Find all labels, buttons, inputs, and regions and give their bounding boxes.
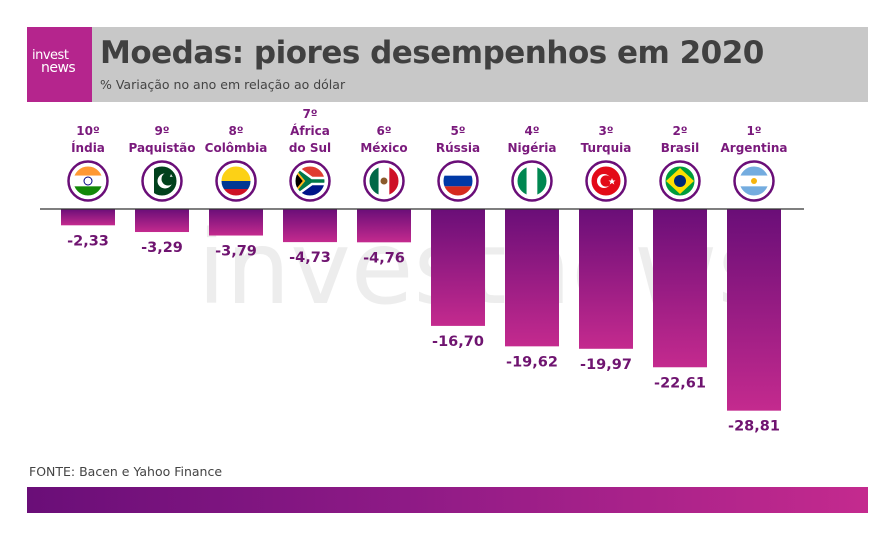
rank-label: 6º xyxy=(376,124,391,138)
value-label: -2,33 xyxy=(67,233,109,249)
mexico-flag-icon xyxy=(363,160,405,202)
colombia-flag-icon xyxy=(215,160,257,202)
russia-flag-icon xyxy=(437,160,479,202)
bar xyxy=(283,209,337,243)
value-label: -4,76 xyxy=(363,250,405,266)
bar xyxy=(431,209,485,326)
category-label: México xyxy=(360,141,407,155)
category-label: Turquia xyxy=(581,141,632,155)
category-label: África xyxy=(290,123,330,138)
value-label: -19,97 xyxy=(580,357,632,373)
rank-label: 2º xyxy=(672,124,687,138)
bar xyxy=(357,209,411,243)
india-flag-icon xyxy=(67,160,109,202)
category-label: Brasil xyxy=(661,141,700,155)
value-label: -4,73 xyxy=(289,250,331,266)
logo-text-line1: invest xyxy=(32,48,69,63)
value-label: -3,79 xyxy=(215,244,257,260)
category-label: Rússia xyxy=(436,141,480,155)
value-label: -22,61 xyxy=(654,375,706,391)
bar xyxy=(505,209,559,347)
rank-label: 5º xyxy=(450,124,465,138)
category-label: Argentina xyxy=(721,141,788,155)
pakistan-flag-icon xyxy=(141,160,183,202)
category-label: Paquistão xyxy=(128,141,195,155)
category-label: Nigéria xyxy=(507,141,556,155)
rank-label: 7º xyxy=(302,107,317,121)
value-label: -16,70 xyxy=(432,334,484,350)
rank-label: 4º xyxy=(524,124,539,138)
brazil-flag-icon xyxy=(659,160,701,202)
rank-label: 9º xyxy=(154,124,169,138)
page-subtitle: % Variação no ano em relação ao dólar xyxy=(100,77,346,92)
nigeria-flag-icon xyxy=(511,160,553,202)
page-title: Moedas: piores desempenhos em 2020 xyxy=(100,35,764,71)
bar xyxy=(653,209,707,368)
rank-label: 8º xyxy=(228,124,243,138)
turkey-flag-icon xyxy=(585,160,627,202)
value-label: -19,62 xyxy=(506,354,558,370)
value-label: -3,29 xyxy=(141,240,183,256)
value-label: -28,81 xyxy=(728,419,780,435)
bar xyxy=(209,209,263,236)
rank-label: 10º xyxy=(76,124,100,138)
bar xyxy=(135,209,189,233)
rank-label: 1º xyxy=(746,124,761,138)
argentina-flag-icon xyxy=(733,160,775,202)
bar xyxy=(579,209,633,349)
south-africa-flag-icon xyxy=(289,160,331,202)
bar xyxy=(727,209,781,411)
category-label: Índia xyxy=(71,140,105,155)
category-label: Colômbia xyxy=(205,141,268,155)
footer-bar xyxy=(27,487,868,513)
logo-text-line2: news xyxy=(41,60,76,76)
header: invest news Moedas: piores desempenhos e… xyxy=(27,27,868,102)
bar xyxy=(61,209,115,226)
investnews-logo: invest news xyxy=(27,27,92,102)
source-note: FONTE: Bacen e Yahoo Finance xyxy=(29,464,223,479)
category-label: do Sul xyxy=(289,141,331,155)
rank-label: 3º xyxy=(598,124,613,138)
